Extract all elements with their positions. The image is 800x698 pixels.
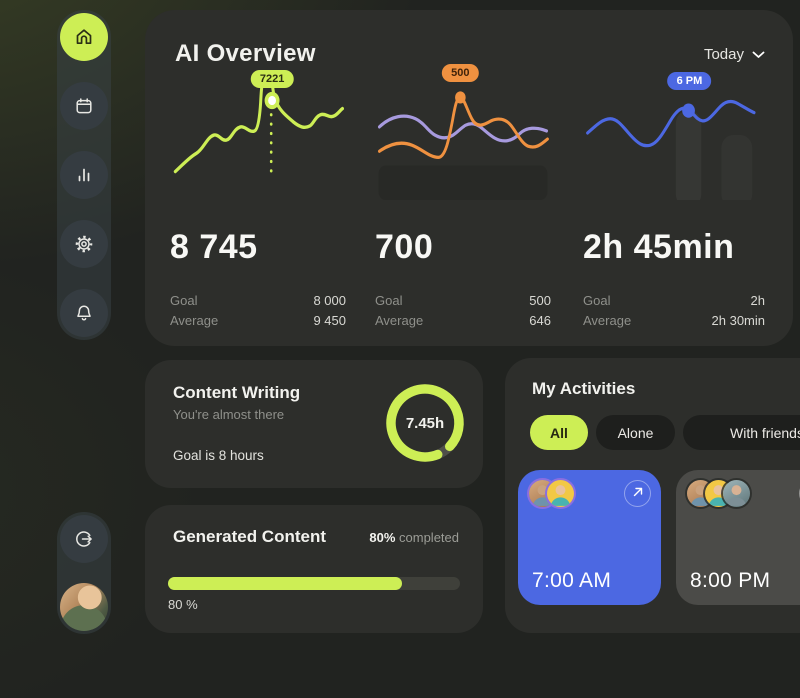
sparkline-output: 500 (375, 64, 551, 200)
sidebar-footer (57, 512, 111, 634)
goal-value: 2h (750, 293, 765, 308)
participant-avatar (723, 480, 750, 507)
tab-with-friends[interactable]: With friends (683, 415, 800, 450)
goal-value: 500 (529, 293, 551, 308)
content-writing-card: Content Writing You're almost there Goal… (145, 360, 483, 488)
progress-ring (386, 384, 464, 462)
page-title: AI Overview (175, 40, 316, 67)
stat-goal-row: Goal 2h (583, 293, 765, 308)
stat-average-row: Average 9 450 (170, 313, 346, 328)
stat-column-output: 500 700 Goal 500 Average 646 (375, 10, 551, 346)
goal-label: Goal (170, 293, 198, 308)
stat-goal-row: Goal 500 (375, 293, 551, 308)
card-title: Generated Content (173, 527, 327, 546)
average-value: 2h 30min (711, 313, 765, 328)
goal-text: Goal is 8 hours (173, 448, 264, 463)
date-range-label: Today (703, 46, 744, 63)
arrow-up-right-icon (632, 485, 644, 503)
chart-marker-badge: 500 (442, 64, 479, 82)
sparkline-sessions: 7221 (170, 68, 346, 200)
date-range-dropdown[interactable]: Today (704, 46, 765, 63)
average-label: Average (375, 313, 424, 328)
card-title: My Activities (532, 379, 636, 398)
tab-label: Alone (617, 424, 654, 441)
activity-card-7am[interactable]: 7:00 AM (518, 470, 661, 605)
stat-value: 700 (375, 228, 434, 266)
overview-card: AI Overview Today 7221 8 745 Goal 8 000 (145, 10, 793, 346)
gear-icon (74, 234, 94, 254)
logout-icon (74, 529, 94, 549)
sidebar-item-home[interactable] (60, 13, 108, 61)
average-value: 646 (529, 313, 551, 328)
completed-percent: 80% (369, 530, 396, 545)
sparkline-time: 6 PM (583, 68, 765, 208)
generated-progress-fill (168, 577, 402, 590)
sidebar-item-calendar[interactable] (60, 82, 108, 130)
stat-value: 8 745 (170, 228, 258, 266)
progress-ring-label: 7.45h (405, 414, 445, 432)
chart-marker-badge: 6 PM (667, 72, 712, 90)
progress-bar-label: 80 % (168, 597, 198, 612)
completed-text: completed (395, 530, 459, 545)
tab-all[interactable]: All (530, 415, 588, 450)
participants-avatars (529, 480, 574, 507)
average-value: 9 450 (313, 313, 346, 328)
stat-column-sessions: 7221 8 745 Goal 8 000 Average 9 450 (170, 10, 346, 346)
stat-average-row: Average 2h 30min (583, 313, 765, 328)
stat-goal-row: Goal 8 000 (170, 293, 346, 308)
activity-time: 8:00 PM (690, 569, 771, 592)
goal-label: Goal (375, 293, 403, 308)
tab-label: With friends (730, 424, 800, 441)
goal-value: 8 000 (313, 293, 346, 308)
calendar-icon (74, 96, 94, 116)
completed-status: 80% completed (369, 530, 459, 545)
goal-label: Goal (583, 293, 611, 308)
card-title: Content Writing (173, 383, 301, 402)
sidebar-item-statistics[interactable] (60, 151, 108, 199)
stat-column-time: 6 PM 2h 45min Goal 2h Average 2h 30min (583, 10, 765, 346)
generated-content-card: Generated Content 80% completed 80 % (145, 505, 483, 633)
card-subtitle: You're almost there (173, 407, 285, 422)
average-label: Average (170, 313, 219, 328)
writing-ring-arc (386, 384, 464, 462)
participants-avatars (687, 480, 750, 507)
activity-card-8pm[interactable]: 8:00 PM (676, 470, 800, 605)
line-chart-orange-purple (377, 91, 549, 200)
home-icon (74, 27, 94, 47)
sidebar-nav (57, 10, 111, 340)
activity-time: 7:00 AM (532, 569, 612, 592)
chart-marker-badge: 7221 (250, 70, 294, 88)
stat-average-row: Average 646 (375, 313, 551, 328)
bar-chart-icon (74, 165, 94, 185)
line-chart-blue (586, 99, 756, 208)
open-activity-button[interactable] (624, 480, 651, 507)
bell-icon (74, 303, 94, 323)
user-avatar[interactable] (60, 583, 108, 631)
chevron-down-icon (752, 46, 765, 63)
sidebar-item-notifications[interactable] (60, 289, 108, 337)
participant-avatar (547, 480, 574, 507)
logout-button[interactable] (60, 515, 108, 563)
sidebar-item-settings[interactable] (60, 220, 108, 268)
tab-alone[interactable]: Alone (596, 415, 675, 450)
progress-bar-track (168, 577, 460, 590)
stat-value: 2h 45min (583, 228, 735, 266)
tab-label: All (550, 424, 568, 441)
my-activities-card: My Activities All Alone With friends (505, 358, 800, 633)
average-label: Average (583, 313, 632, 328)
